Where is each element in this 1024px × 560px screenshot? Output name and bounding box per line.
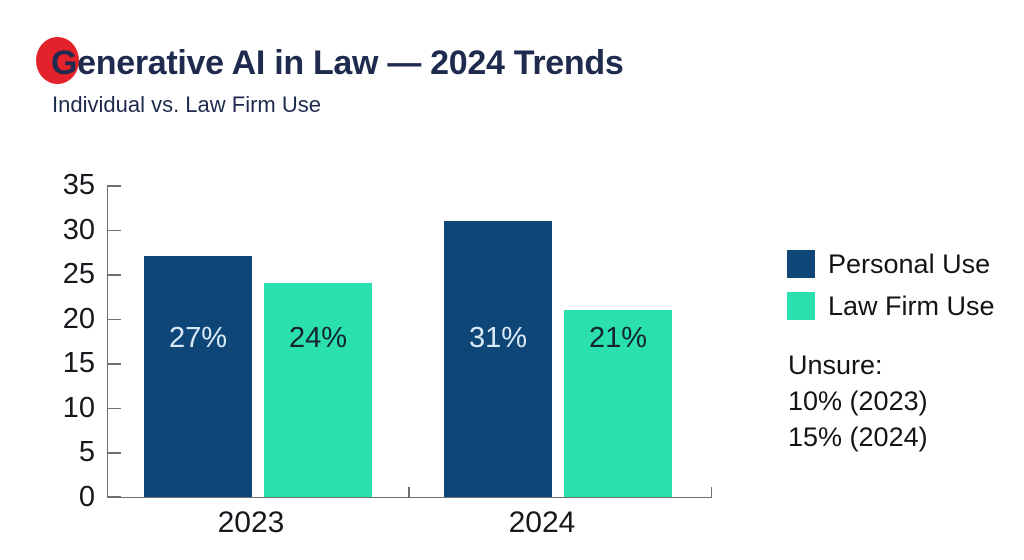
bar-value-label: 27%	[168, 322, 228, 354]
bar-2023-personal-use	[144, 256, 252, 497]
y-axis-tick	[108, 318, 121, 321]
chart-legend: Personal Use Law Firm Use	[787, 248, 995, 334]
y-axis-tick	[108, 363, 121, 365]
bar-2024-personal-use	[444, 220, 552, 497]
y-axis-tick	[108, 407, 121, 410]
y-axis-tick-label: 20	[62, 302, 95, 335]
legend-item-label: Law Firm Use	[828, 290, 995, 321]
bar-2024-law-firm-use	[564, 309, 672, 497]
page-title: Generative AI in Law — 2024 Trends	[51, 44, 624, 82]
bar-2023-law-firm-use	[264, 283, 372, 497]
x-axis-tick	[408, 487, 410, 497]
page-subtitle: Individual vs. Law Firm Use	[52, 92, 321, 117]
y-axis-tick-label: 0	[78, 481, 95, 513]
unsure-note: Unsure: 10% (2023) 15% (2024)	[788, 347, 928, 455]
y-axis-tick	[108, 274, 121, 276]
x-axis-tick	[710, 487, 712, 497]
y-axis-tick-label: 25	[62, 258, 95, 291]
y-axis-tick-label: 30	[62, 213, 95, 246]
legend-swatch-icon	[787, 292, 815, 320]
y-axis-tick	[108, 495, 121, 497]
y-axis-tick-label: 10	[62, 391, 95, 424]
y-axis-tick-label: 35	[62, 169, 95, 201]
legend-item: Law Firm Use	[787, 290, 995, 321]
y-axis-tick	[108, 185, 121, 187]
unsure-note-line: 10% (2023)	[788, 386, 928, 416]
y-axis-tick-label: 5	[78, 436, 95, 469]
unsure-note-line: Unsure:	[788, 350, 883, 380]
legend-item-label: Personal Use	[828, 248, 991, 279]
brand-dot-icon	[36, 37, 79, 84]
unsure-note-line: 15% (2024)	[788, 422, 928, 452]
bar-value-label: 24%	[288, 322, 348, 354]
y-axis-tick-label: 15	[62, 347, 95, 380]
x-axis-category-label: 2024	[508, 506, 576, 539]
legend-swatch-icon	[787, 250, 815, 278]
x-axis-category-label: 2023	[217, 506, 285, 539]
bar-chart-plot-area: 0 5 10 15 20 25 30 35 27% 24% 2023 31% 21% 2024	[63, 169, 712, 539]
y-axis-tick	[108, 229, 121, 232]
bar-value-label: 31%	[468, 322, 528, 354]
legend-item: Personal Use	[787, 248, 995, 279]
y-axis-tick	[108, 452, 121, 454]
bar-value-label: 21%	[588, 322, 648, 354]
